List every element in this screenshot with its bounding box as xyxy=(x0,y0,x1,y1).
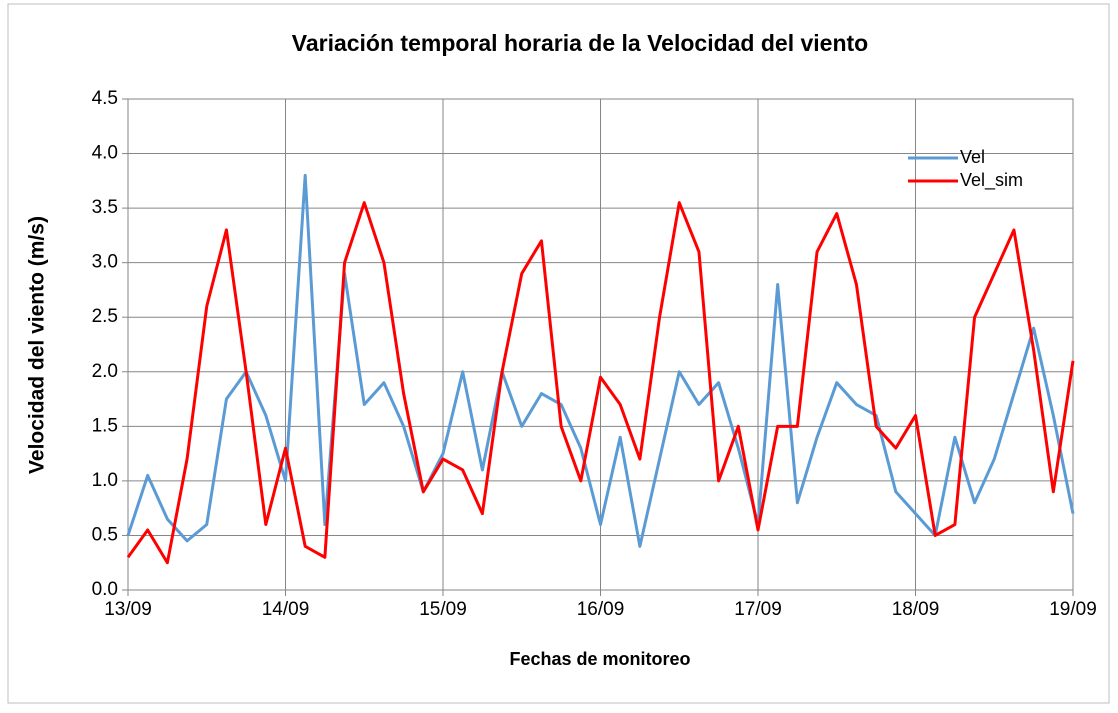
x-tick-label: 15/09 xyxy=(419,599,467,620)
x-axis-label: Fechas de monitoreo xyxy=(509,649,690,669)
y-tick-label: 1.5 xyxy=(92,415,118,436)
chart-frame xyxy=(7,3,1110,704)
y-tick-label: 3.0 xyxy=(92,252,118,273)
y-tick-label: 4.5 xyxy=(92,88,118,109)
y-tick-label: 1.0 xyxy=(92,470,118,491)
y-tick-label: 4.0 xyxy=(92,143,118,164)
legend-label: Vel_sim xyxy=(960,170,1023,191)
x-tick-label: 13/09 xyxy=(104,599,152,620)
x-tick-label: 19/09 xyxy=(1049,599,1097,620)
line-series xyxy=(126,201,1075,565)
plot-area xyxy=(127,98,1074,591)
y-tick-label: 2.5 xyxy=(92,306,118,327)
x-tick-label: 16/09 xyxy=(577,599,625,620)
x-tick-label: 18/09 xyxy=(892,599,940,620)
y-tick-label: 3.5 xyxy=(92,197,118,218)
y-tick-label: 0.0 xyxy=(92,579,118,600)
legend-label: Vel xyxy=(960,147,985,167)
y-axis-label: Velocidad del viento (m/s) xyxy=(26,216,49,474)
y-tick-label: 2.0 xyxy=(92,361,118,382)
line-series xyxy=(126,173,1075,548)
x-tick-label: 17/09 xyxy=(734,599,782,620)
chart-title: Variación temporal horaria de la Velocid… xyxy=(292,30,868,56)
x-tick-label: 14/09 xyxy=(262,599,310,620)
y-tick-label: 0.5 xyxy=(92,524,118,545)
